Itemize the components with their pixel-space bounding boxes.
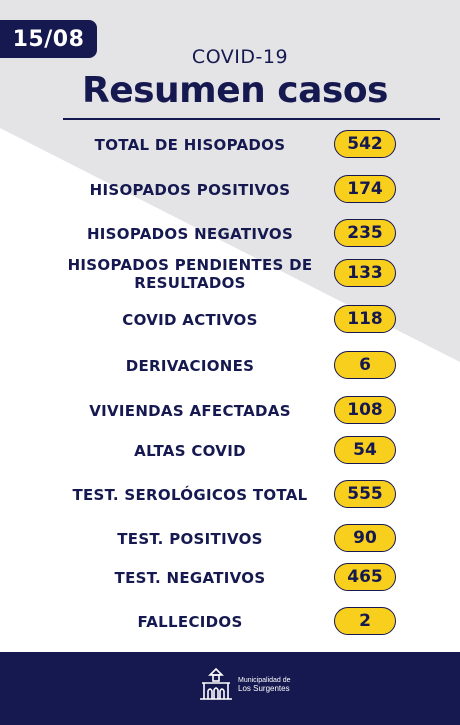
stat-row-derivaciones: DERIVACIONES 6 <box>0 348 460 384</box>
stat-value: 6 <box>334 351 396 379</box>
stat-row-altas-covid: ALTAS COVID 54 <box>0 433 460 469</box>
page-title: Resumen casos <box>81 70 389 111</box>
stat-label: TEST. NEGATIVOS <box>114 569 266 587</box>
stat-label: HISOPADOS POSITIVOS <box>89 181 291 199</box>
stat-row-test-serologicos-total: TEST. SEROLÓGICOS TOTAL 555 <box>0 477 460 513</box>
stat-label: COVID ACTIVOS <box>122 311 258 329</box>
stat-row-hisopados-positivos: HISOPADOS POSITIVOS 174 <box>0 172 460 208</box>
stat-value: 90 <box>334 524 396 552</box>
stat-label: VIVIENDAS AFECTADAS <box>89 402 291 420</box>
stat-label: TEST. SEROLÓGICOS TOTAL <box>72 486 308 504</box>
stat-value: 133 <box>334 259 396 287</box>
stat-row-fallecidos: FALLECIDOS 2 <box>0 604 460 640</box>
logo-line-1: Municipalidad de <box>238 677 291 684</box>
municipal-building-icon <box>200 667 232 700</box>
stat-value: 54 <box>334 436 396 464</box>
stat-value: 235 <box>334 219 396 247</box>
stat-row-viviendas-afectadas: VIVIENDAS AFECTADAS 108 <box>0 393 460 429</box>
stat-row-test-negativos: TEST. NEGATIVOS 465 <box>0 560 460 596</box>
subtitle: COVID-19 <box>191 46 289 68</box>
stat-value: 174 <box>334 175 396 203</box>
stat-row-total-hisopados: TOTAL DE HISOPADOS 542 <box>0 127 460 163</box>
stat-value: 542 <box>334 130 396 158</box>
stat-label: ALTAS COVID <box>134 442 246 460</box>
stat-row-covid-activos: COVID ACTIVOS 118 <box>0 302 460 338</box>
municipal-logo: Municipalidad de Los Surgentes <box>196 663 292 707</box>
stat-row-hisopados-pendientes: HISOPADOS PENDIENTES DE RESULTADOS 133 <box>0 256 460 292</box>
logo-text: Municipalidad de Los Surgentes <box>238 677 291 693</box>
stat-value: 465 <box>334 563 396 591</box>
stat-label: HISOPADOS PENDIENTES DE RESULTADOS <box>67 256 313 292</box>
stat-value: 118 <box>334 305 396 333</box>
stat-value: 108 <box>334 396 396 424</box>
stat-row-test-positivos: TEST. POSITIVOS 90 <box>0 521 460 557</box>
stat-label: TEST. POSITIVOS <box>117 530 263 548</box>
stat-label: FALLECIDOS <box>137 613 243 631</box>
stat-label: DERIVACIONES <box>125 357 255 375</box>
stat-value: 2 <box>334 607 396 635</box>
stat-row-hisopados-negativos: HISOPADOS NEGATIVOS 235 <box>0 216 460 252</box>
stat-label: TOTAL DE HISOPADOS <box>94 136 286 154</box>
stat-label: HISOPADOS NEGATIVOS <box>86 225 294 243</box>
logo-line-2: Los Surgentes <box>238 684 290 693</box>
footer-bar <box>0 652 460 725</box>
date-badge: 15/08 <box>0 20 97 58</box>
title-divider <box>63 118 440 120</box>
stat-value: 555 <box>334 480 396 508</box>
